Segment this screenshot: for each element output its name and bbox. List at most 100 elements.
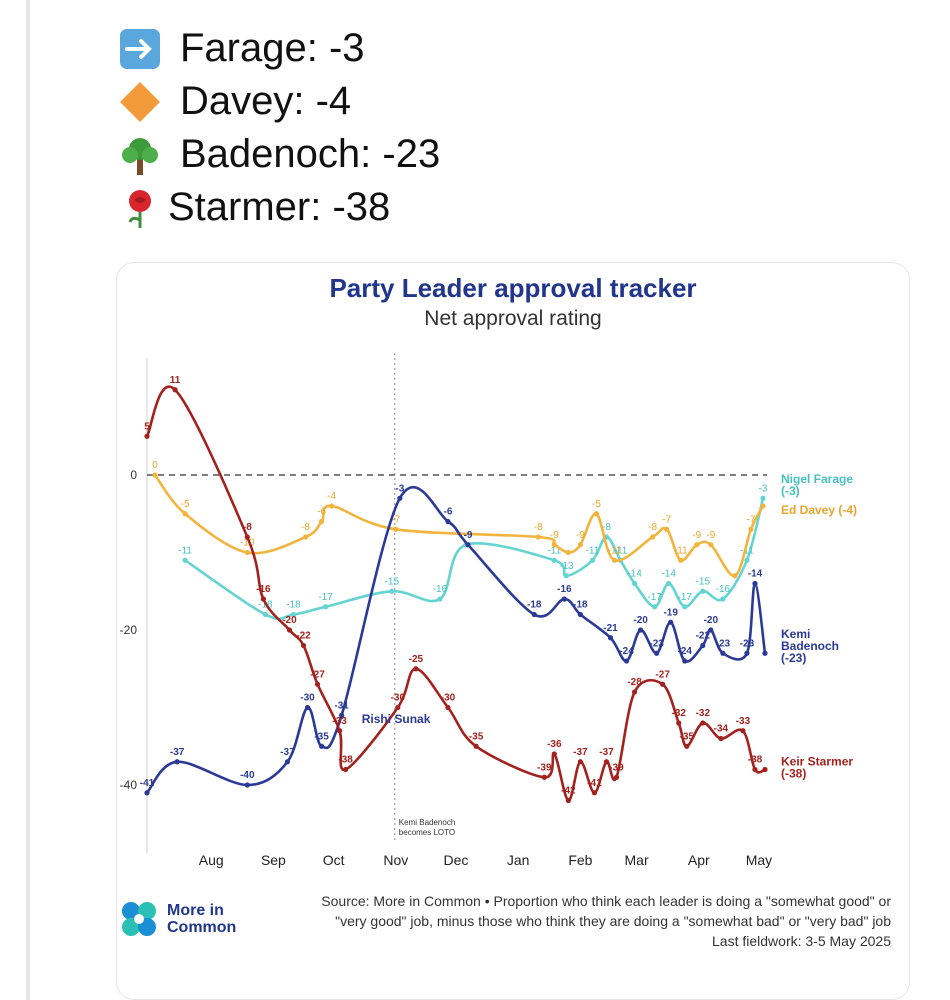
data-label: -8 bbox=[243, 522, 252, 533]
data-label: -37 bbox=[599, 747, 614, 758]
data-label: -13 bbox=[559, 561, 574, 572]
data-point bbox=[551, 557, 557, 563]
data-label: -3 bbox=[395, 483, 404, 494]
data-point bbox=[182, 557, 188, 563]
data-label: -7 bbox=[391, 514, 400, 525]
data-point bbox=[389, 588, 395, 594]
data-label: -34 bbox=[714, 724, 729, 735]
data-point bbox=[744, 650, 750, 656]
data-label: -5 bbox=[592, 499, 601, 510]
data-label: -17 bbox=[647, 592, 662, 603]
data-point bbox=[244, 534, 250, 540]
data-point bbox=[300, 642, 307, 649]
x-tick-label: Dec bbox=[444, 852, 469, 868]
data-label: 0 bbox=[152, 460, 158, 471]
y-tick-label: 0 bbox=[130, 468, 137, 482]
data-point bbox=[682, 604, 688, 610]
data-point bbox=[244, 782, 250, 788]
data-point bbox=[740, 728, 746, 734]
data-point bbox=[260, 596, 266, 602]
series-line bbox=[153, 473, 765, 578]
data-label: -16 bbox=[256, 584, 271, 595]
data-label: -16 bbox=[557, 584, 572, 595]
post-text: Farage: -3 Davey: -4 Badenoch: -23 Starm… bbox=[118, 22, 440, 234]
x-tick-label: Jan bbox=[507, 852, 530, 868]
data-label: -14 bbox=[627, 569, 642, 580]
series-name-label: Nigel Farage bbox=[781, 472, 853, 486]
data-label: -17 bbox=[318, 592, 333, 603]
logo-text-line: More in bbox=[167, 902, 224, 919]
data-point bbox=[577, 611, 583, 618]
data-point bbox=[752, 580, 758, 587]
logo-text-line: Common bbox=[167, 919, 237, 936]
data-label: -15 bbox=[696, 576, 711, 587]
data-label: -30 bbox=[300, 693, 315, 704]
data-point bbox=[666, 580, 672, 587]
data-label: -11 bbox=[178, 545, 192, 556]
data-point bbox=[694, 542, 700, 548]
data-point bbox=[262, 611, 268, 618]
data-label: -21 bbox=[603, 623, 618, 634]
y-tick-label: -40 bbox=[120, 778, 138, 792]
data-label: -11 bbox=[586, 545, 600, 556]
data-label: -37 bbox=[280, 747, 295, 758]
data-label: -20 bbox=[633, 615, 648, 626]
data-label: -14 bbox=[748, 569, 763, 580]
data-point bbox=[541, 774, 547, 780]
data-point bbox=[286, 627, 293, 633]
data-point bbox=[337, 728, 343, 734]
data-point bbox=[302, 534, 309, 540]
data-label: -14 bbox=[661, 569, 676, 580]
series-name-label: Badenoch bbox=[781, 639, 839, 653]
data-point bbox=[563, 573, 569, 579]
rose-emoji-icon bbox=[118, 186, 168, 230]
data-point bbox=[660, 681, 666, 687]
data-point bbox=[445, 518, 451, 525]
data-point bbox=[565, 549, 571, 556]
data-point bbox=[650, 534, 656, 540]
data-label: -36 bbox=[547, 739, 562, 750]
data-point bbox=[144, 433, 150, 439]
x-tick-label: May bbox=[746, 852, 772, 868]
data-label: -6 bbox=[317, 507, 326, 518]
data-label: -6 bbox=[444, 507, 453, 518]
data-label: -32 bbox=[696, 708, 711, 719]
data-label: -33 bbox=[332, 716, 347, 727]
data-label: 5 bbox=[144, 421, 150, 432]
data-point bbox=[720, 596, 726, 602]
data-point bbox=[152, 472, 158, 478]
series-name-label: (-3) bbox=[781, 484, 800, 498]
data-label: -9 bbox=[576, 530, 585, 541]
data-point bbox=[244, 549, 250, 556]
series-name-label: (-38) bbox=[781, 767, 806, 781]
data-label: -8 bbox=[602, 522, 611, 533]
data-label: -7 bbox=[662, 514, 671, 525]
x-tick-label: Mar bbox=[625, 852, 649, 868]
data-point bbox=[593, 511, 600, 517]
data-point bbox=[744, 557, 750, 563]
series-name-label: (-23) bbox=[781, 651, 806, 665]
data-label: -35 bbox=[469, 731, 484, 742]
data-point bbox=[144, 790, 150, 796]
data-label: -16 bbox=[433, 584, 448, 595]
data-label: -8 bbox=[534, 522, 543, 533]
post-line-text: Starmer: -38 bbox=[168, 185, 391, 229]
data-point bbox=[397, 495, 403, 501]
data-point bbox=[535, 534, 541, 540]
data-label: -10 bbox=[240, 538, 255, 549]
data-point bbox=[607, 635, 614, 641]
data-point bbox=[591, 790, 598, 796]
data-point bbox=[395, 704, 401, 711]
chart-subtitle: Net approval rating bbox=[424, 307, 602, 330]
data-label: -38 bbox=[748, 755, 763, 766]
data-point bbox=[328, 503, 335, 509]
more-in-common-logo-icon bbox=[122, 902, 156, 936]
data-point bbox=[339, 712, 345, 718]
data-point bbox=[318, 743, 325, 749]
data-label: -9 bbox=[706, 530, 715, 541]
data-label: -8 bbox=[648, 522, 657, 533]
data-label: -24 bbox=[619, 646, 634, 657]
data-label: -33 bbox=[736, 716, 751, 727]
data-point bbox=[760, 495, 766, 501]
